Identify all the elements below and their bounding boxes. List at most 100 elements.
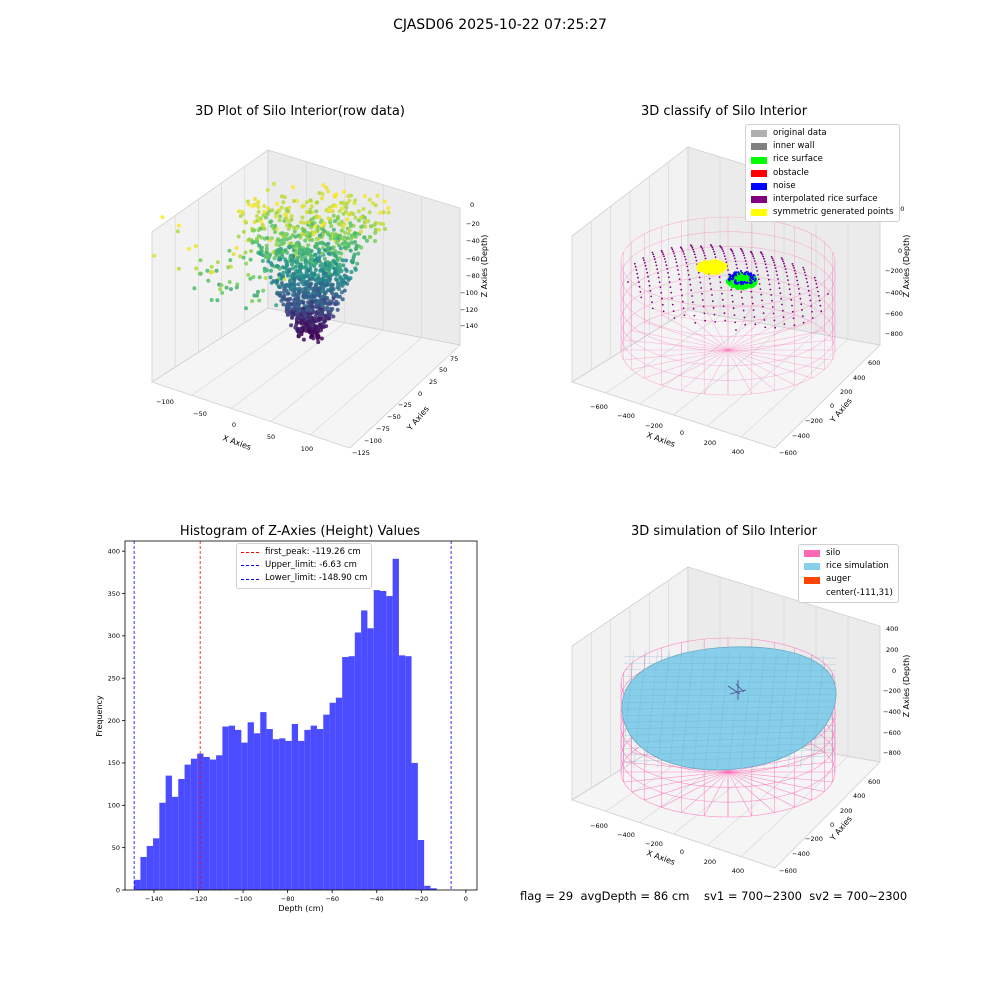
x-tick-label: 0 (464, 895, 468, 903)
raw-data-point (285, 223, 290, 228)
histogram-bar (140, 856, 147, 890)
interpolated-surface-point (735, 329, 737, 331)
histogram-legend-swatch (241, 578, 259, 580)
raw-data-point (259, 245, 264, 250)
interpolated-surface-point (734, 321, 737, 324)
raw-data-point (309, 335, 313, 340)
raw-data-point (313, 224, 318, 229)
silo-spoke (623, 771, 729, 783)
raw-x-tick: 50 (267, 433, 275, 441)
raw-y-tick: 50 (439, 366, 447, 374)
raw-data-point (325, 305, 330, 310)
raw-data-point (193, 244, 198, 249)
classify-y-ticks: 600 400 200 0 −200 −400 −600 (779, 359, 880, 457)
raw-data-point (327, 208, 332, 212)
interpolated-surface-point (663, 258, 666, 260)
raw-data-point (283, 212, 288, 217)
raw-data-point (365, 219, 370, 224)
classify-legend-swatch (751, 182, 767, 190)
histogram-bar (398, 655, 406, 890)
histogram-y-ticks: 0 50 100 150 200 250 300 350 400 (108, 547, 125, 894)
raw-data-point (315, 277, 320, 282)
raw-data-point (339, 251, 344, 256)
symmetric-point (712, 270, 715, 274)
raw-data-point (342, 288, 347, 293)
interpolated-surface-point (689, 283, 692, 286)
interpolated-surface-point (627, 281, 629, 283)
raw-data-point (264, 243, 269, 248)
raw-data-point (282, 286, 287, 291)
interpolated-surface-point (682, 307, 685, 310)
interpolated-surface-point (703, 254, 706, 257)
raw-data-point (293, 294, 298, 299)
simulation-legend-label: silo (826, 548, 841, 558)
raw-data-point (328, 307, 333, 311)
silo-spoke (631, 771, 729, 792)
raw-data-point (322, 301, 327, 306)
raw-data-point (343, 201, 348, 206)
interpolated-surface-point (752, 309, 755, 311)
raw-data-point (376, 227, 381, 232)
interpolated-surface-point (754, 323, 757, 326)
raw-data-point (356, 218, 361, 223)
raw-y-tick: 25 (429, 378, 437, 386)
interpolated-surface-point (753, 257, 755, 260)
raw-data-point (243, 250, 248, 255)
raw-data-point (295, 198, 299, 203)
status-footer: flag = 29 avgDepth = 86 cm sv1 = 700~230… (520, 889, 908, 903)
simulation-x-tick: −200 (645, 840, 663, 848)
surface-mesh-line (623, 688, 837, 690)
interpolated-surface-point (692, 307, 695, 310)
interpolated-surface-point (788, 288, 791, 291)
classify-legend-swatch (751, 130, 767, 138)
raw-data-point (309, 204, 314, 209)
raw-data-point (302, 310, 307, 315)
raw-data-point (356, 209, 361, 214)
raw-data-point (315, 200, 320, 205)
raw-data-point (308, 263, 313, 268)
silo-spoke (727, 349, 775, 391)
symmetric-point (701, 269, 704, 273)
interpolated-surface-point (817, 295, 820, 297)
symmetric-point (712, 264, 715, 268)
raw-data-point (321, 275, 326, 280)
raw-data-point (287, 303, 292, 308)
x-tick-label: −140 (145, 895, 163, 903)
raw-data-point (334, 277, 338, 282)
classify-legend-item: noise (751, 180, 894, 193)
silo-spoke (727, 314, 795, 351)
interpolated-surface-point (633, 262, 636, 265)
raw-data-point (323, 262, 327, 267)
interpolated-surface-point (743, 257, 746, 259)
y-tick-label: 400 (108, 547, 120, 555)
raw-data-point (293, 234, 298, 239)
classify-legend-item: symmetric generated points (751, 206, 894, 219)
interpolated-surface-point (760, 293, 763, 296)
surface-mesh-line (623, 755, 837, 762)
interpolated-surface-point (663, 255, 665, 258)
interpolated-surface-point (688, 278, 691, 281)
raw-data-point (279, 298, 284, 303)
grid-line (605, 315, 721, 394)
noise-point (743, 273, 746, 276)
raw-data-point (314, 301, 319, 305)
interpolated-surface-point (741, 296, 743, 299)
histogram-chart: −140 −120 −100 −80 −60 −40 −20 0 0 50 100 150 200 25… (95, 540, 478, 913)
y-tick-label: 250 (108, 675, 120, 683)
interpolated-surface-point (678, 278, 681, 280)
silo-spoke (727, 752, 825, 773)
classify-x-tick: −200 (645, 422, 663, 430)
raw-data-point (319, 267, 324, 272)
silo-ring (620, 304, 836, 396)
simulation-legend-swatch (804, 550, 820, 558)
raw-data-point (300, 215, 305, 220)
histogram-bar (430, 888, 437, 890)
interpolated-surface-point (779, 292, 782, 295)
histogram-bar (348, 656, 355, 890)
classify-y-tick: 400 (853, 374, 865, 382)
silo-spoke (644, 321, 729, 351)
raw-data-point (263, 276, 268, 280)
raw-data-point (350, 240, 355, 245)
raw-data-point (285, 208, 290, 213)
raw-data-point (296, 255, 300, 260)
